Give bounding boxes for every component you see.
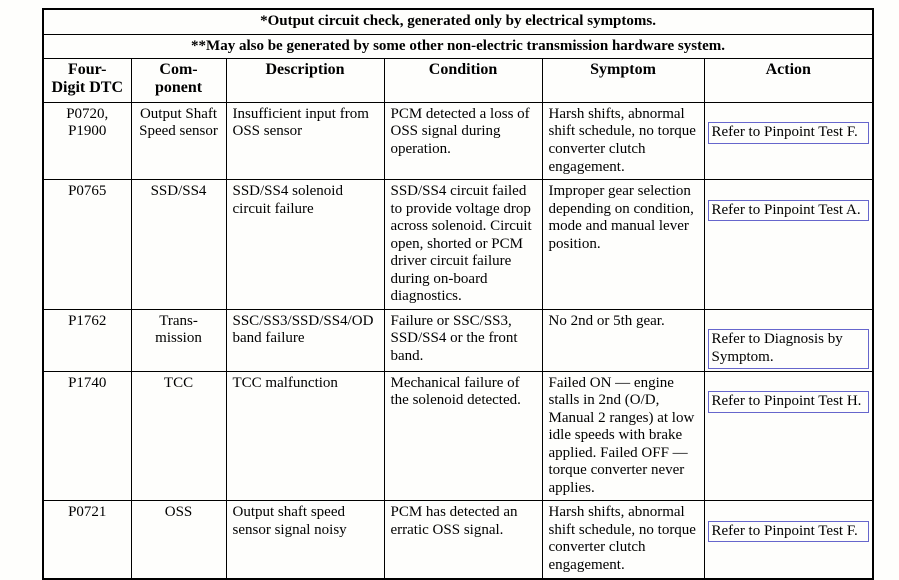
action-link-box[interactable]: Refer to Diagnosis by Symptom. xyxy=(707,329,870,369)
action-link-box[interactable]: Refer to Pinpoint Test F. xyxy=(707,520,870,543)
symptom-cell: Harsh shifts, abnormal shift schedule, n… xyxy=(541,101,705,181)
column-header-condition: Condition xyxy=(383,58,543,103)
component-cell: TCC xyxy=(130,370,227,502)
symptom-cell: Harsh shifts, abnormal shift schedule, n… xyxy=(541,500,705,580)
note-non-electric-hardware: **May also be generated by some other no… xyxy=(42,33,874,60)
table-row: P0721 OSS Output shaft speed sensor sign… xyxy=(42,500,874,580)
column-header-description: Description xyxy=(225,58,385,103)
symptom-cell: No 2nd or 5th gear. xyxy=(541,308,705,372)
component-cell: Output Shaft Speed sensor xyxy=(130,101,227,181)
dtc-diagnostic-table: *Output circuit check, generated only by… xyxy=(42,8,875,580)
table-row: P0765 SSD/SS4 SSD/SS4 solenoid circuit f… xyxy=(42,179,874,310)
dtc-cell: P0765 xyxy=(42,179,132,310)
condition-cell: Failure or SSC/SS3, SSD/SS4 or the front… xyxy=(383,308,543,372)
column-header-action: Action xyxy=(703,58,874,103)
action-cell: Refer to Diagnosis by Symptom. xyxy=(703,308,874,372)
action-link-box[interactable]: Refer to Pinpoint Test H. xyxy=(707,391,870,413)
column-header-symptom: Symptom xyxy=(541,58,705,103)
symptom-cell: Improper gear selection depending on con… xyxy=(541,179,705,310)
dtc-cell: P0721 xyxy=(42,500,132,580)
dtc-cell: P1762 xyxy=(42,308,132,372)
description-cell: SSC/SS3/SSD/SS4/OD band failure xyxy=(225,308,385,372)
component-cell: OSS xyxy=(130,500,227,580)
action-link-box[interactable]: Refer to Pinpoint Test F. xyxy=(707,122,870,144)
description-cell: Output shaft speed sensor signal noisy xyxy=(225,500,385,580)
action-link-box[interactable]: Refer to Pinpoint Test A. xyxy=(707,199,870,222)
dtc-cell: P0720, P1900 xyxy=(42,101,132,181)
note-output-circuit-check: *Output circuit check, generated only by… xyxy=(42,8,874,35)
component-cell: Trans- mission xyxy=(130,308,227,372)
action-cell: Refer to Pinpoint Test F. xyxy=(703,500,874,580)
note-row-hardware: **May also be generated by some other no… xyxy=(42,33,874,60)
action-cell: Refer to Pinpoint Test A. xyxy=(703,179,874,310)
dtc-cell: P1740 xyxy=(42,370,132,502)
condition-cell: PCM has detected an erratic OSS signal. xyxy=(383,500,543,580)
condition-cell: Mechanical failure of the solenoid detec… xyxy=(383,370,543,502)
table-header-row: Four- Digit DTC Com- ponent Description … xyxy=(42,58,874,103)
component-cell: SSD/SS4 xyxy=(130,179,227,310)
table-row: P1740 TCC TCC malfunction Mechanical fai… xyxy=(42,370,874,502)
note-row-electrical: *Output circuit check, generated only by… xyxy=(42,8,874,35)
action-cell: Refer to Pinpoint Test H. xyxy=(703,370,874,502)
description-cell: Insufficient input from OSS sensor xyxy=(225,101,385,181)
condition-cell: PCM detected a loss of OSS signal during… xyxy=(383,101,543,181)
description-cell: SSD/SS4 solenoid circuit failure xyxy=(225,179,385,310)
table-row: P1762 Trans- mission SSC/SS3/SSD/SS4/OD … xyxy=(42,308,874,372)
column-header-dtc: Four- Digit DTC xyxy=(42,58,132,103)
symptom-cell: Failed ON — engine stalls in 2nd (O/D, M… xyxy=(541,370,705,502)
description-cell: TCC malfunction xyxy=(225,370,385,502)
column-header-component: Com- ponent xyxy=(130,58,227,103)
table-row: P0720, P1900 Output Shaft Speed sensor I… xyxy=(42,101,874,181)
action-cell: Refer to Pinpoint Test F. xyxy=(703,101,874,181)
condition-cell: SSD/SS4 circuit failed to provide voltag… xyxy=(383,179,543,310)
